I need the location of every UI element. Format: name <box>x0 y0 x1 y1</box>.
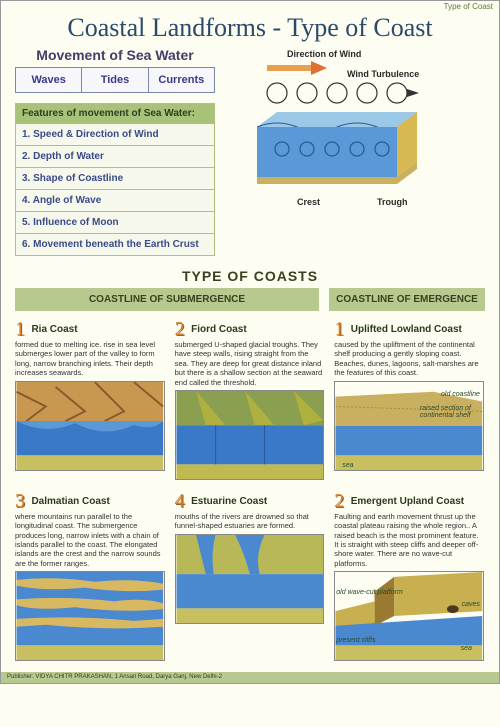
coast-illustration <box>175 390 325 480</box>
coast-dalmatian: 3 Dalmatian Coast where mountains run pa… <box>15 491 165 666</box>
coast-title: Uplifted Lowland Coast <box>351 324 462 335</box>
coast-desc: caused by the upliftment of the continen… <box>334 340 484 378</box>
feature-row: 3. Shape of Coastline <box>16 167 214 189</box>
coast-illustration <box>15 571 165 661</box>
coast-title: Ria Coast <box>31 324 77 335</box>
coast-desc: where mountains run parallel to the long… <box>15 512 165 568</box>
movement-panel: Movement of Sea Water Waves Tides Curren… <box>15 47 215 256</box>
wave-diagram: Direction of Wind Wind Turbulence <box>227 47 485 207</box>
label-turbulence: Wind Turbulence <box>347 69 419 79</box>
coast-number: 1 <box>334 319 344 339</box>
tab-tides[interactable]: Tides <box>82 68 148 92</box>
upper-section: Movement of Sea Water Waves Tides Curren… <box>1 47 499 264</box>
coast-ria: 1 Ria Coast formed due to melting ice. r… <box>15 319 165 485</box>
movement-heading: Movement of Sea Water <box>15 47 215 63</box>
coast-emergent-upland: 2 Emergent Upland Coast Faulting and ear… <box>334 491 484 666</box>
coast-title: Emergent Upland Coast <box>351 496 464 507</box>
coast-number: 2 <box>334 491 344 511</box>
feature-row: 5. Influence of Moon <box>16 211 214 233</box>
types-heading: TYPE OF COASTS <box>1 268 499 284</box>
turbulence-icon <box>257 79 437 107</box>
coast-number: 2 <box>175 319 185 339</box>
coast-estuarine: 4 Estuarine Coast mouths of the rivers a… <box>175 491 325 666</box>
wind-arrow-icon <box>267 61 327 75</box>
label-old-coastline: old coastline <box>441 391 480 398</box>
coast-uplifted-lowland: 1 Uplifted Lowland Coast caused by the u… <box>334 319 484 485</box>
label-trough: Trough <box>377 197 408 207</box>
coast-number: 4 <box>175 491 185 511</box>
category-emergence: COASTLINE OF EMERGENCE <box>329 288 485 311</box>
coast-desc: mouths of the rivers are drowned so that… <box>175 512 325 531</box>
label-sea: sea <box>461 645 472 652</box>
label-raised-shelf: raised section of continental shelf <box>420 405 480 419</box>
coast-fiord: 2 Fiord Coast submerged U-shaped glacial… <box>175 319 325 485</box>
coast-number: 3 <box>15 491 25 511</box>
top-tag: Type of Coast <box>1 1 499 11</box>
page-title: Coastal Landforms - Type of Coast <box>1 11 499 47</box>
label-present-cliffs: present cliffs <box>336 637 375 644</box>
coasts-grid: 1 Ria Coast formed due to melting ice. r… <box>1 315 499 672</box>
publisher-info: Publisher: VIDYA CHITR PRAKASHAN, 1 Ansa… <box>1 672 499 683</box>
coast-title: Fiord Coast <box>191 324 247 335</box>
feature-row: 6. Movement beneath the Earth Crust <box>16 233 214 255</box>
tab-waves[interactable]: Waves <box>16 68 82 92</box>
sea-block-3d <box>247 107 427 197</box>
coast-desc: formed due to melting ice. rise in sea l… <box>15 340 165 378</box>
features-table: Features of movement of Sea Water: 1. Sp… <box>15 103 215 256</box>
coast-illustration <box>175 534 325 624</box>
category-submergence: COASTLINE OF SUBMERGENCE <box>15 288 319 311</box>
coast-title: Estuarine Coast <box>191 496 267 507</box>
wave-diagram-panel: Direction of Wind Wind Turbulence <box>227 47 485 256</box>
label-sea: sea <box>342 462 353 469</box>
label-wind-direction: Direction of Wind <box>287 49 361 59</box>
feature-row: 2. Depth of Water <box>16 145 214 167</box>
label-caves: caves <box>462 601 480 608</box>
coast-illustration <box>15 381 165 471</box>
feature-row: 1. Speed & Direction of Wind <box>16 123 214 145</box>
label-old-platform: old wave-cut platform <box>336 589 403 596</box>
coast-desc: submerged U-shaped glacial troughs. They… <box>175 340 325 387</box>
coast-number: 1 <box>15 319 25 339</box>
tab-currents[interactable]: Currents <box>149 68 214 92</box>
label-crest: Crest <box>297 197 320 207</box>
movement-tabs: Waves Tides Currents <box>15 67 215 93</box>
feature-row: 4. Angle of Wave <box>16 189 214 211</box>
coast-title: Dalmatian Coast <box>31 496 109 507</box>
category-row: COASTLINE OF SUBMERGENCE COASTLINE OF EM… <box>1 288 499 315</box>
coast-desc: Faulting and earth movement thrust up th… <box>334 512 484 568</box>
features-heading: Features of movement of Sea Water: <box>16 104 214 123</box>
